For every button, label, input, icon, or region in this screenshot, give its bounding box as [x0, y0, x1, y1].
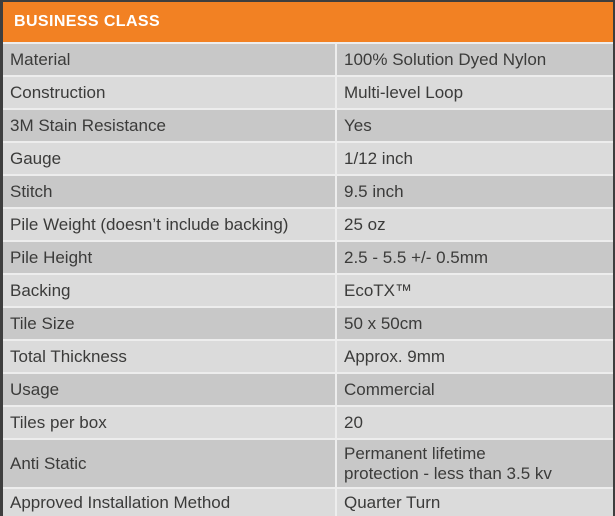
spec-label: Gauge	[3, 143, 337, 174]
row-backing: Backing EcoTX™	[3, 275, 613, 306]
row-material: Material 100% Solution Dyed Nylon	[3, 44, 613, 75]
row-pile-height: Pile Height 2.5 - 5.5 +/- 0.5mm	[3, 242, 613, 273]
spec-label: Construction	[3, 77, 337, 108]
spec-label: Total Thickness	[3, 341, 337, 372]
spec-label: Usage	[3, 374, 337, 405]
spec-value: 20	[337, 407, 613, 438]
spec-label: Approved Installation Method	[3, 489, 337, 516]
row-gauge: Gauge 1/12 inch	[3, 143, 613, 174]
spec-value: Permanent lifetime protection - less tha…	[337, 440, 613, 488]
spec-value: Quarter Turn	[337, 489, 613, 516]
spec-value: Multi-level Loop	[337, 77, 613, 108]
spec-value: Yes	[337, 110, 613, 141]
row-tiles-per-box: Tiles per box 20	[3, 407, 613, 438]
spec-label: Pile Weight (doesn’t include backing)	[3, 209, 337, 240]
spec-value: EcoTX™	[337, 275, 613, 306]
spec-label: Tile Size	[3, 308, 337, 339]
row-installation-method: Approved Installation Method Quarter Tur…	[3, 489, 613, 516]
spec-label: Pile Height	[3, 242, 337, 273]
row-total-thickness: Total Thickness Approx. 9mm	[3, 341, 613, 372]
spec-label: Stitch	[3, 176, 337, 207]
spec-label: Backing	[3, 275, 337, 306]
row-construction: Construction Multi-level Loop	[3, 77, 613, 108]
spec-label: 3M Stain Resistance	[3, 110, 337, 141]
spec-value: Commercial	[337, 374, 613, 405]
row-usage: Usage Commercial	[3, 374, 613, 405]
spec-label: Material	[3, 44, 337, 75]
spec-value: 2.5 - 5.5 +/- 0.5mm	[337, 242, 613, 273]
row-stitch: Stitch 9.5 inch	[3, 176, 613, 207]
spec-value: Approx. 9mm	[337, 341, 613, 372]
row-stain-resistance: 3M Stain Resistance Yes	[3, 110, 613, 141]
spec-value: 100% Solution Dyed Nylon	[337, 44, 613, 75]
table-header: BUSINESS CLASS	[3, 2, 613, 42]
spec-value-text: Permanent lifetime protection - less tha…	[344, 444, 552, 483]
row-pile-weight: Pile Weight (doesn’t include backing) 25…	[3, 209, 613, 240]
spec-value: 25 oz	[337, 209, 613, 240]
spec-value: 9.5 inch	[337, 176, 613, 207]
spec-label: Tiles per box	[3, 407, 337, 438]
spec-label: Anti Static	[3, 440, 337, 488]
spec-value: 50 x 50cm	[337, 308, 613, 339]
table-title: BUSINESS CLASS	[14, 13, 161, 30]
spec-value: 1/12 inch	[337, 143, 613, 174]
row-tile-size: Tile Size 50 x 50cm	[3, 308, 613, 339]
row-anti-static: Anti Static Permanent lifetime protectio…	[3, 440, 613, 488]
